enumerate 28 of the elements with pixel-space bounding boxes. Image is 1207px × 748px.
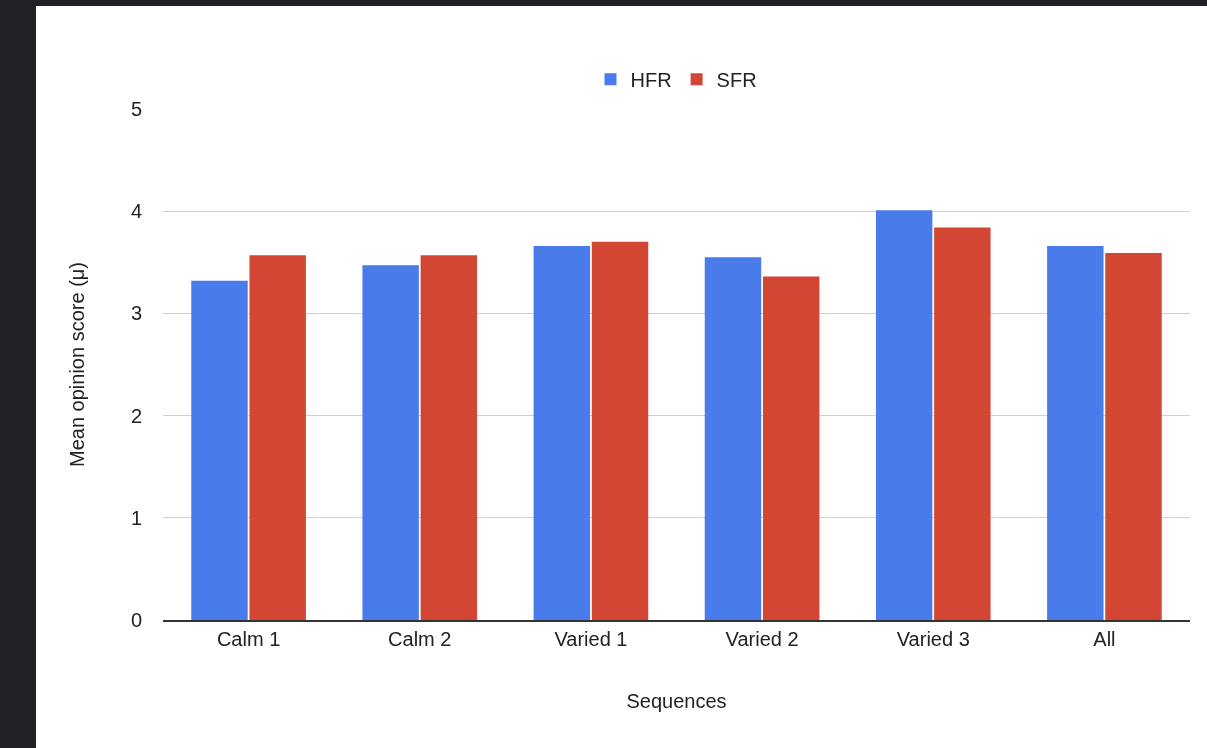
bar bbox=[1105, 253, 1162, 620]
bar bbox=[591, 241, 649, 620]
bar bbox=[249, 255, 306, 620]
bar bbox=[704, 257, 762, 620]
x-tick-label: Calm 1 bbox=[216, 627, 281, 650]
bar bbox=[362, 265, 419, 620]
legend-label: HFR bbox=[630, 69, 672, 92]
x-tick-label: Varied 3 bbox=[896, 627, 970, 650]
bar bbox=[191, 280, 248, 620]
x-axis-title: Sequences bbox=[626, 689, 727, 712]
bar bbox=[762, 276, 820, 620]
bar bbox=[1047, 245, 1104, 620]
y-tick-label: 5 bbox=[130, 98, 142, 120]
y-tick-label: 4 bbox=[130, 200, 142, 223]
bar bbox=[533, 245, 591, 620]
x-tick-label: Calm 2 bbox=[388, 627, 452, 650]
y-axis-title: Mean opinion score (μ) bbox=[66, 262, 89, 467]
x-tick-label: All bbox=[1093, 627, 1116, 650]
bar bbox=[875, 210, 933, 620]
y-tick-label: 0 bbox=[130, 609, 142, 631]
legend-label: SFR bbox=[716, 69, 757, 92]
bar bbox=[934, 227, 991, 620]
y-tick-label: 1 bbox=[130, 506, 142, 529]
x-tick-label: Varied 1 bbox=[554, 627, 628, 650]
x-tick-label: Varied 2 bbox=[725, 627, 799, 650]
bar bbox=[420, 255, 478, 620]
y-tick-label: 2 bbox=[130, 404, 142, 427]
y-tick-label: 3 bbox=[130, 302, 142, 325]
